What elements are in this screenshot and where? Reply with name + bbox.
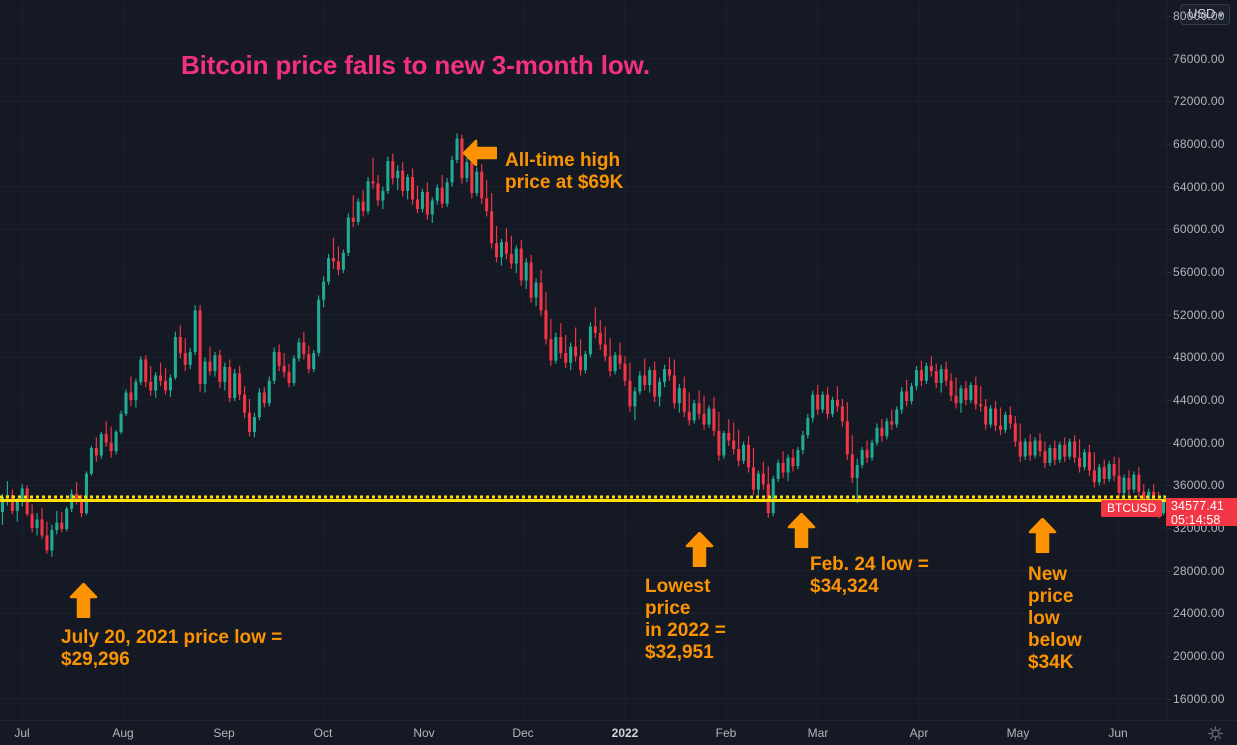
price-axis-tick: 52000.00 bbox=[1173, 307, 1225, 322]
price-axis-tick: 56000.00 bbox=[1173, 265, 1225, 279]
price-axis-tick: 80000.00 bbox=[1173, 9, 1225, 23]
price-axis-tick: 72000.00 bbox=[1173, 94, 1225, 109]
price-axis-tickmark bbox=[1167, 357, 1171, 359]
time-axis-tick: Jun bbox=[1108, 726, 1128, 740]
currency-selector[interactable]: USD ▾ bbox=[1180, 4, 1230, 26]
candlestick-series bbox=[0, 133, 1166, 557]
time-axis-tick: Mar bbox=[807, 726, 829, 740]
chart-gridlines bbox=[0, 0, 1166, 720]
price-axis-tick: 64000.00 bbox=[1173, 179, 1225, 194]
price-axis-tickmark bbox=[1167, 272, 1171, 273]
price-axis-tickmark bbox=[1167, 101, 1171, 103]
time-axis-tick: May bbox=[1006, 726, 1030, 740]
time-axis-tick: Oct bbox=[313, 726, 333, 740]
price-axis-tickmark bbox=[1167, 528, 1171, 529]
time-axis-tick: 2022 bbox=[611, 726, 639, 740]
arrow-up-july-2021-low bbox=[69, 583, 98, 618]
price-axis-tick: 68000.00 bbox=[1173, 137, 1225, 151]
chevron-down-icon: ▾ bbox=[1218, 9, 1223, 20]
page-title: Bitcoin price falls to new 3-month low. bbox=[181, 50, 650, 80]
time-axis-tick: Dec bbox=[512, 726, 534, 740]
price-axis-tick: 76000.00 bbox=[1173, 51, 1225, 66]
arrow-left-all-time-high bbox=[463, 139, 497, 167]
time-axis[interactable]: Jul Aug Sep Oct Nov Dec 2022 Feb Mar Apr May Jun bbox=[0, 720, 1237, 745]
horizontal-price-line[interactable] bbox=[0, 0, 1166, 720]
time-axis-tick: Apr bbox=[909, 726, 929, 740]
price-axis-tick: 44000.00 bbox=[1173, 393, 1225, 407]
price-axis-tickmark bbox=[1167, 16, 1171, 17]
price-axis-tickmark bbox=[1167, 613, 1171, 615]
price-axis-tickmark bbox=[1167, 58, 1171, 60]
time-axis-tick: Feb bbox=[715, 726, 737, 740]
annotation-lowest-2022: Lowest price in 2022 = $32,951 bbox=[645, 576, 726, 664]
arrow-up-new-low bbox=[1028, 518, 1057, 553]
price-axis-tick: 40000.00 bbox=[1173, 435, 1225, 450]
time-axis-tick: Nov bbox=[413, 726, 435, 740]
price-axis-tickmark bbox=[1167, 144, 1171, 145]
price-axis-tick: 60000.00 bbox=[1173, 222, 1225, 237]
gear-icon[interactable] bbox=[1208, 726, 1223, 741]
candle-countdown-timer: 05:14:58 bbox=[1171, 513, 1221, 527]
symbol-label-tag: BTCUSD bbox=[1101, 500, 1163, 517]
price-axis-tick: 36000.00 bbox=[1173, 478, 1225, 493]
current-price-tag: 34577.41 05:14:58 bbox=[1166, 498, 1237, 527]
price-axis-tick: 16000.00 bbox=[1173, 691, 1225, 706]
price-axis-tick: 28000.00 bbox=[1173, 563, 1225, 578]
price-axis-tickmark bbox=[1167, 656, 1171, 657]
price-axis-tickmark bbox=[1167, 485, 1171, 487]
time-axis-tick: Jul bbox=[14, 726, 30, 740]
price-axis-tickmark bbox=[1167, 698, 1171, 700]
price-axis[interactable]: USD ▾ 80000.00 76000.00 72000.00 68000.00 64… bbox=[1166, 0, 1237, 720]
price-axis-tickmark bbox=[1167, 570, 1171, 572]
annotation-new-low: New price low below $34K bbox=[1028, 564, 1082, 674]
annotation-feb-24-low: Feb. 24 low = $34,324 bbox=[810, 554, 929, 598]
currency-label: USD bbox=[1188, 6, 1216, 21]
price-axis-tickmark bbox=[1167, 314, 1171, 316]
time-axis-tick: Sep bbox=[213, 726, 235, 740]
price-axis-tickmark bbox=[1167, 442, 1171, 444]
annotation-july-2021-low: July 20, 2021 price low = $29,296 bbox=[61, 627, 283, 671]
price-axis-tickmark bbox=[1167, 400, 1171, 401]
annotation-all-time-high: All-time high price at $69K bbox=[505, 150, 624, 194]
chart-plot-area[interactable] bbox=[0, 0, 1166, 720]
price-axis-tickmark bbox=[1167, 229, 1171, 231]
time-axis-tick: Aug bbox=[112, 726, 134, 740]
price-axis-tickmark bbox=[1167, 186, 1171, 188]
price-axis-tick: 48000.00 bbox=[1173, 350, 1225, 365]
price-axis-tick: 20000.00 bbox=[1173, 649, 1225, 663]
arrow-up-feb-24-low bbox=[787, 513, 816, 548]
current-price-value: 34577.41 bbox=[1171, 499, 1224, 513]
arrow-up-lowest-2022 bbox=[685, 532, 714, 567]
price-axis-tick: 24000.00 bbox=[1173, 606, 1225, 621]
